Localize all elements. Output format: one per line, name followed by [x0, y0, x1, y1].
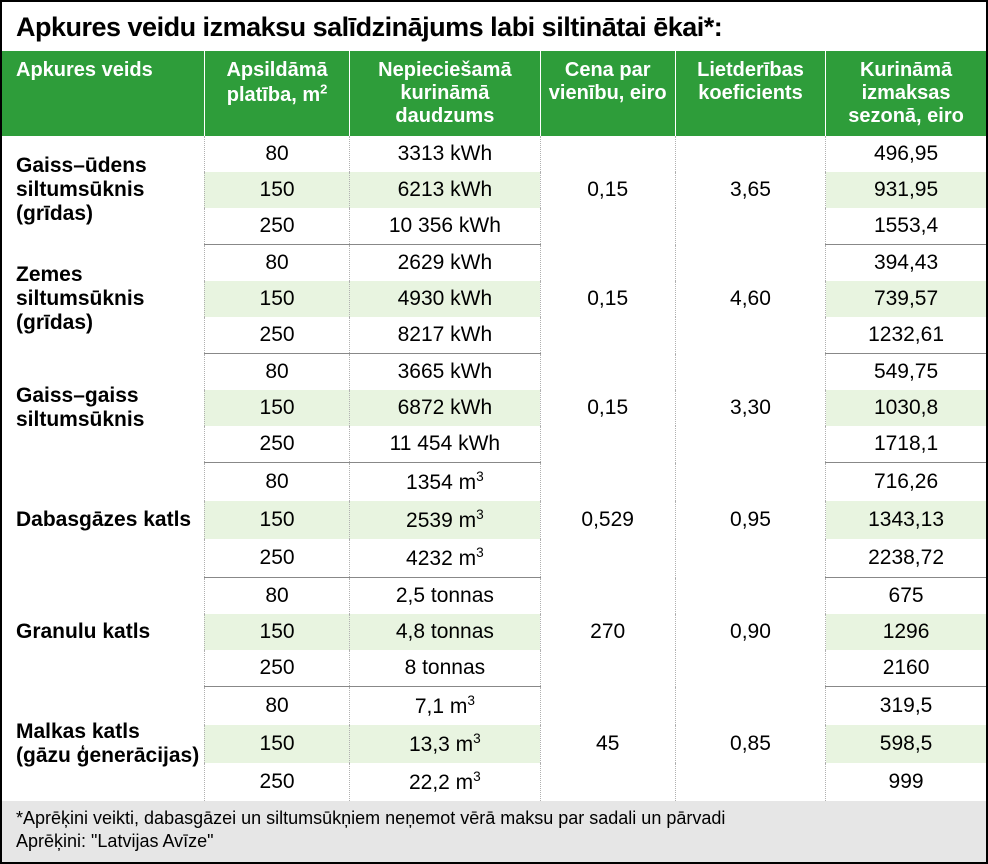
- table-row: Dabasgāzes katls801354 m30,5290,95716,26: [2, 463, 986, 502]
- type-cell: Zemessiltumsūknis(grīdas): [2, 245, 204, 354]
- qty-cell: 3313 kWh: [350, 136, 540, 172]
- area-cell: 250: [204, 763, 349, 801]
- header-row: Apkures veids Apsildāmā platība, m2 Nepi…: [2, 51, 986, 136]
- type-cell: Dabasgāzes katls: [2, 463, 204, 578]
- area-cell: 80: [204, 463, 349, 502]
- type-cell: Gaiss–gaisssiltumsūknis: [2, 354, 204, 463]
- area-cell: 150: [204, 281, 349, 317]
- area-cell: 80: [204, 578, 349, 615]
- qty-cell: 6872 kWh: [350, 390, 540, 426]
- area-cell: 150: [204, 614, 349, 650]
- area-cell: 150: [204, 390, 349, 426]
- cost-cell: 675: [826, 578, 986, 615]
- page-title: Apkures veidu izmaksu salīdzinājums labi…: [2, 2, 986, 51]
- coef-cell: 0,90: [675, 578, 825, 687]
- price-cell: 0,15: [540, 136, 675, 245]
- cost-cell: 716,26: [826, 463, 986, 502]
- col-header-price: Cena par vienību, eiro: [540, 51, 675, 136]
- cost-cell: 931,95: [826, 172, 986, 208]
- footnote-line: Aprēķini: "Latvijas Avīze": [16, 830, 972, 853]
- area-cell: 250: [204, 208, 349, 245]
- cost-cell: 1553,4: [826, 208, 986, 245]
- price-cell: 0,15: [540, 354, 675, 463]
- table-row: Malkas katls(gāzu ģenerācijas)807,1 m345…: [2, 687, 986, 726]
- area-cell: 80: [204, 687, 349, 726]
- col-header-type: Apkures veids: [2, 51, 204, 136]
- cost-cell: 549,75: [826, 354, 986, 391]
- footnote: *Aprēķini veikti, dabasgāzei un siltumsū…: [2, 801, 986, 862]
- coef-cell: 3,30: [675, 354, 825, 463]
- area-cell: 250: [204, 650, 349, 687]
- area-cell: 80: [204, 136, 349, 172]
- cost-cell: 739,57: [826, 281, 986, 317]
- cost-cell: 394,43: [826, 245, 986, 282]
- col-header-cost: Kurināmā izmaksas sezonā, eiro: [826, 51, 986, 136]
- cost-cell: 598,5: [826, 725, 986, 763]
- qty-cell: 8 tonnas: [350, 650, 540, 687]
- price-cell: 0,529: [540, 463, 675, 578]
- cost-cell: 1343,13: [826, 501, 986, 539]
- qty-cell: 2,5 tonnas: [350, 578, 540, 615]
- area-cell: 150: [204, 172, 349, 208]
- table-row: Granulu katls802,5 tonnas2700,90675: [2, 578, 986, 615]
- qty-cell: 3665 kWh: [350, 354, 540, 391]
- qty-cell: 1354 m3: [350, 463, 540, 502]
- price-cell: 270: [540, 578, 675, 687]
- table-row: Gaiss–gaisssiltumsūknis803665 kWh0,153,3…: [2, 354, 986, 391]
- qty-cell: 10 356 kWh: [350, 208, 540, 245]
- type-cell: Malkas katls(gāzu ģenerācijas): [2, 687, 204, 802]
- qty-cell: 2539 m3: [350, 501, 540, 539]
- qty-cell: 4,8 tonnas: [350, 614, 540, 650]
- area-cell: 150: [204, 501, 349, 539]
- area-cell: 80: [204, 354, 349, 391]
- price-cell: 0,15: [540, 245, 675, 354]
- coef-cell: 4,60: [675, 245, 825, 354]
- qty-cell: 2629 kWh: [350, 245, 540, 282]
- qty-cell: 6213 kWh: [350, 172, 540, 208]
- area-cell: 250: [204, 317, 349, 354]
- coef-cell: 0,85: [675, 687, 825, 802]
- qty-cell: 13,3 m3: [350, 725, 540, 763]
- area-cell: 250: [204, 539, 349, 578]
- coef-cell: 3,65: [675, 136, 825, 245]
- cost-table: Apkures veids Apsildāmā platība, m2 Nepi…: [2, 51, 986, 801]
- col-header-area: Apsildāmā platība, m2: [204, 51, 349, 136]
- qty-cell: 7,1 m3: [350, 687, 540, 726]
- col-header-coef: Lietderības koeficients: [675, 51, 825, 136]
- qty-cell: 8217 kWh: [350, 317, 540, 354]
- type-cell: Granulu katls: [2, 578, 204, 687]
- type-cell: Gaiss–ūdenssiltumsūknis(grīdas): [2, 136, 204, 245]
- cost-cell: 2238,72: [826, 539, 986, 578]
- cost-cell: 319,5: [826, 687, 986, 726]
- cost-cell: 1232,61: [826, 317, 986, 354]
- col-header-qty: Nepieciešamā kurināmā daudzums: [350, 51, 540, 136]
- cost-cell: 2160: [826, 650, 986, 687]
- cost-cell: 999: [826, 763, 986, 801]
- qty-cell: 11 454 kWh: [350, 426, 540, 463]
- area-cell: 250: [204, 426, 349, 463]
- area-cell: 80: [204, 245, 349, 282]
- cost-cell: 1296: [826, 614, 986, 650]
- cost-cell: 496,95: [826, 136, 986, 172]
- cost-cell: 1030,8: [826, 390, 986, 426]
- coef-cell: 0,95: [675, 463, 825, 578]
- price-cell: 45: [540, 687, 675, 802]
- qty-cell: 4232 m3: [350, 539, 540, 578]
- table-row: Zemessiltumsūknis(grīdas)802629 kWh0,154…: [2, 245, 986, 282]
- cost-cell: 1718,1: [826, 426, 986, 463]
- table-container: Apkures veidu izmaksu salīdzinājums labi…: [0, 0, 988, 864]
- qty-cell: 22,2 m3: [350, 763, 540, 801]
- area-cell: 150: [204, 725, 349, 763]
- qty-cell: 4930 kWh: [350, 281, 540, 317]
- table-row: Gaiss–ūdenssiltumsūknis(grīdas)803313 kW…: [2, 136, 986, 172]
